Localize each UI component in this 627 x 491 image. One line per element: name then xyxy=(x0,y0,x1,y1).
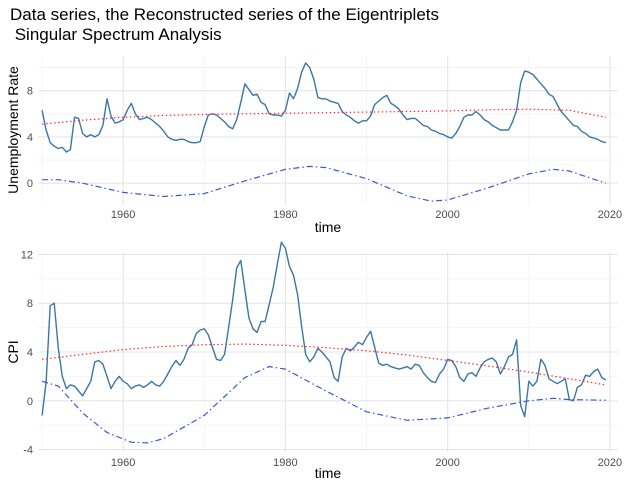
x-tick-label: 1960 xyxy=(111,457,135,469)
y-tick-label: -4 xyxy=(23,445,33,457)
y-tick-label: 0 xyxy=(27,178,33,190)
y-axis-label: Unemployment Rate xyxy=(5,66,21,194)
x-tick-label: 1980 xyxy=(273,457,297,469)
x-tick-label: 2020 xyxy=(598,457,622,469)
x-tick-label: 2000 xyxy=(435,209,459,221)
x-axis-label: time xyxy=(315,219,342,235)
x-tick-label: 1960 xyxy=(111,209,135,221)
series-line-dashdot-1 xyxy=(42,165,606,202)
y-axis-label: CPI xyxy=(5,340,21,363)
x-tick-label: 2000 xyxy=(435,457,459,469)
series-line-dotted-1 xyxy=(42,108,606,125)
x-axis-label: time xyxy=(315,465,342,481)
x-tick-label: 1980 xyxy=(273,209,297,221)
y-tick-label: 0 xyxy=(27,396,33,408)
y-tick-label: 12 xyxy=(21,249,33,261)
y-tick-label: 4 xyxy=(27,347,33,359)
y-tick-label: 4 xyxy=(27,132,33,144)
chart-title: Data series, the Reconstructed series of… xyxy=(10,5,439,44)
y-tick-label: 8 xyxy=(27,298,33,310)
series-line-dotted-2 xyxy=(42,343,606,386)
x-tick-label: 2020 xyxy=(598,209,622,221)
series-line-solid-1 xyxy=(41,62,606,153)
y-tick-label: 8 xyxy=(27,86,33,98)
series-line-solid-2 xyxy=(41,241,607,418)
